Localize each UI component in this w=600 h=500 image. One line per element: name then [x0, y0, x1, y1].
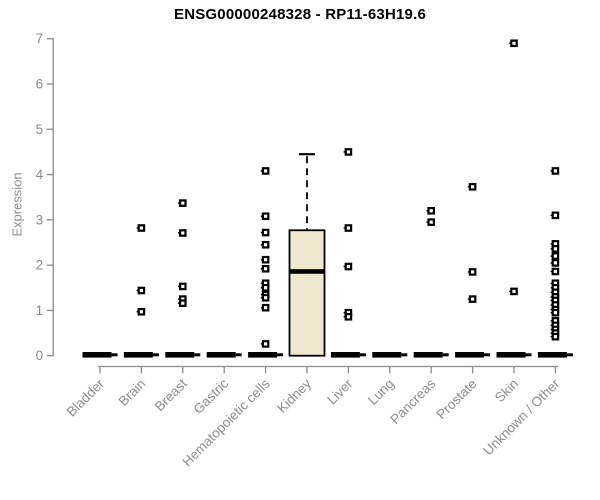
outlier-point: [551, 167, 560, 175]
outlier-point: [261, 283, 270, 292]
outlier-point: [551, 245, 560, 253]
outlier-point: [261, 212, 270, 221]
zero-collapsed-box: [496, 352, 526, 358]
chart-title: ENSG00000248328 - RP11-63H19.6: [173, 6, 426, 23]
outlier-point: [427, 207, 436, 215]
y-axis-tick-label: 7: [36, 31, 44, 46]
zero-collapsed-box: [206, 352, 236, 358]
outlier-point: [510, 287, 518, 296]
x-axis-label-lung: Lung: [365, 376, 397, 408]
zero-collapsed-box: [537, 352, 567, 358]
outlier-point: [551, 332, 560, 341]
outlier-point: [261, 340, 270, 348]
zero-collapsed-box: [372, 352, 402, 358]
outlier-point: [261, 293, 270, 302]
x-axis-label-brain: Brain: [116, 376, 149, 409]
zero-collapsed-box: [413, 352, 443, 358]
x-axis-label-liver: Liver: [324, 376, 356, 408]
zero-collapsed-staple: [235, 353, 242, 357]
zero-collapsed-staple: [442, 353, 449, 357]
x-axis-label-unknown-other: Unknown / Other: [480, 376, 563, 459]
zero-collapsed-staple: [277, 353, 284, 357]
zero-collapsed-staple: [152, 353, 159, 357]
y-axis-tick-label: 0: [36, 348, 44, 363]
outlier-point: [551, 252, 560, 260]
outlier-point: [468, 295, 477, 303]
outlier-point: [344, 224, 353, 232]
outlier-point: [551, 259, 560, 267]
x-axis-label-prostate: Prostate: [434, 376, 480, 422]
outlier-point: [137, 224, 146, 232]
outlier-point: [261, 303, 270, 312]
outlier-point: [137, 307, 146, 316]
y-axis-tick-label: 4: [36, 167, 44, 182]
outlier-point: [468, 183, 477, 191]
zero-collapsed-box: [123, 352, 153, 358]
outlier-point: [551, 267, 560, 276]
outlier-point: [179, 282, 187, 291]
outlier-point: [551, 308, 560, 317]
zero-collapsed-staple: [359, 353, 366, 357]
zero-collapsed-staple: [566, 353, 573, 357]
zero-collapsed-staple: [484, 353, 491, 357]
outlier-point: [261, 264, 270, 273]
outlier-point: [261, 240, 270, 249]
zero-collapsed-box: [82, 352, 112, 358]
outlier-point: [551, 211, 560, 220]
box-median-line: [289, 269, 325, 274]
outlier-point: [179, 199, 187, 207]
zero-collapsed-box: [330, 352, 360, 358]
box-iqr: [288, 229, 326, 357]
outlier-point: [344, 148, 353, 156]
x-axis-label-pancreas: Pancreas: [387, 376, 438, 427]
zero-collapsed-box: [455, 352, 485, 358]
x-axis-label-bladder: Bladder: [64, 376, 108, 420]
zero-collapsed-box: [248, 352, 278, 358]
outlier-point: [261, 228, 270, 237]
y-axis-tick-label: 3: [36, 212, 44, 227]
zero-collapsed-staple: [525, 353, 532, 357]
outlier-point: [344, 312, 353, 321]
y-axis-tick-label: 2: [36, 258, 44, 273]
y-axis-tick-label: 5: [36, 122, 44, 137]
outlier-point: [510, 39, 518, 48]
outlier-point: [468, 268, 477, 276]
x-axis-label-gastric: Gastric: [190, 376, 231, 417]
zero-collapsed-staple: [111, 353, 118, 357]
x-axis-label-kidney: Kidney: [274, 376, 314, 416]
outlier-point: [427, 218, 436, 226]
zero-collapsed-staple: [401, 353, 408, 357]
outlier-point: [344, 262, 353, 271]
y-axis-tick-label: 1: [36, 303, 44, 318]
outlier-point: [261, 255, 270, 264]
x-axis-label-breast: Breast: [152, 376, 190, 414]
y-axis-tick-label: 6: [36, 77, 44, 92]
zero-collapsed-box: [165, 352, 195, 358]
outlier-point: [137, 286, 146, 295]
zero-collapsed-staple: [194, 353, 201, 357]
x-axis-label-skin: Skin: [492, 376, 521, 405]
outlier-point: [179, 299, 187, 307]
outlier-point: [261, 167, 270, 175]
outlier-point: [179, 229, 187, 237]
